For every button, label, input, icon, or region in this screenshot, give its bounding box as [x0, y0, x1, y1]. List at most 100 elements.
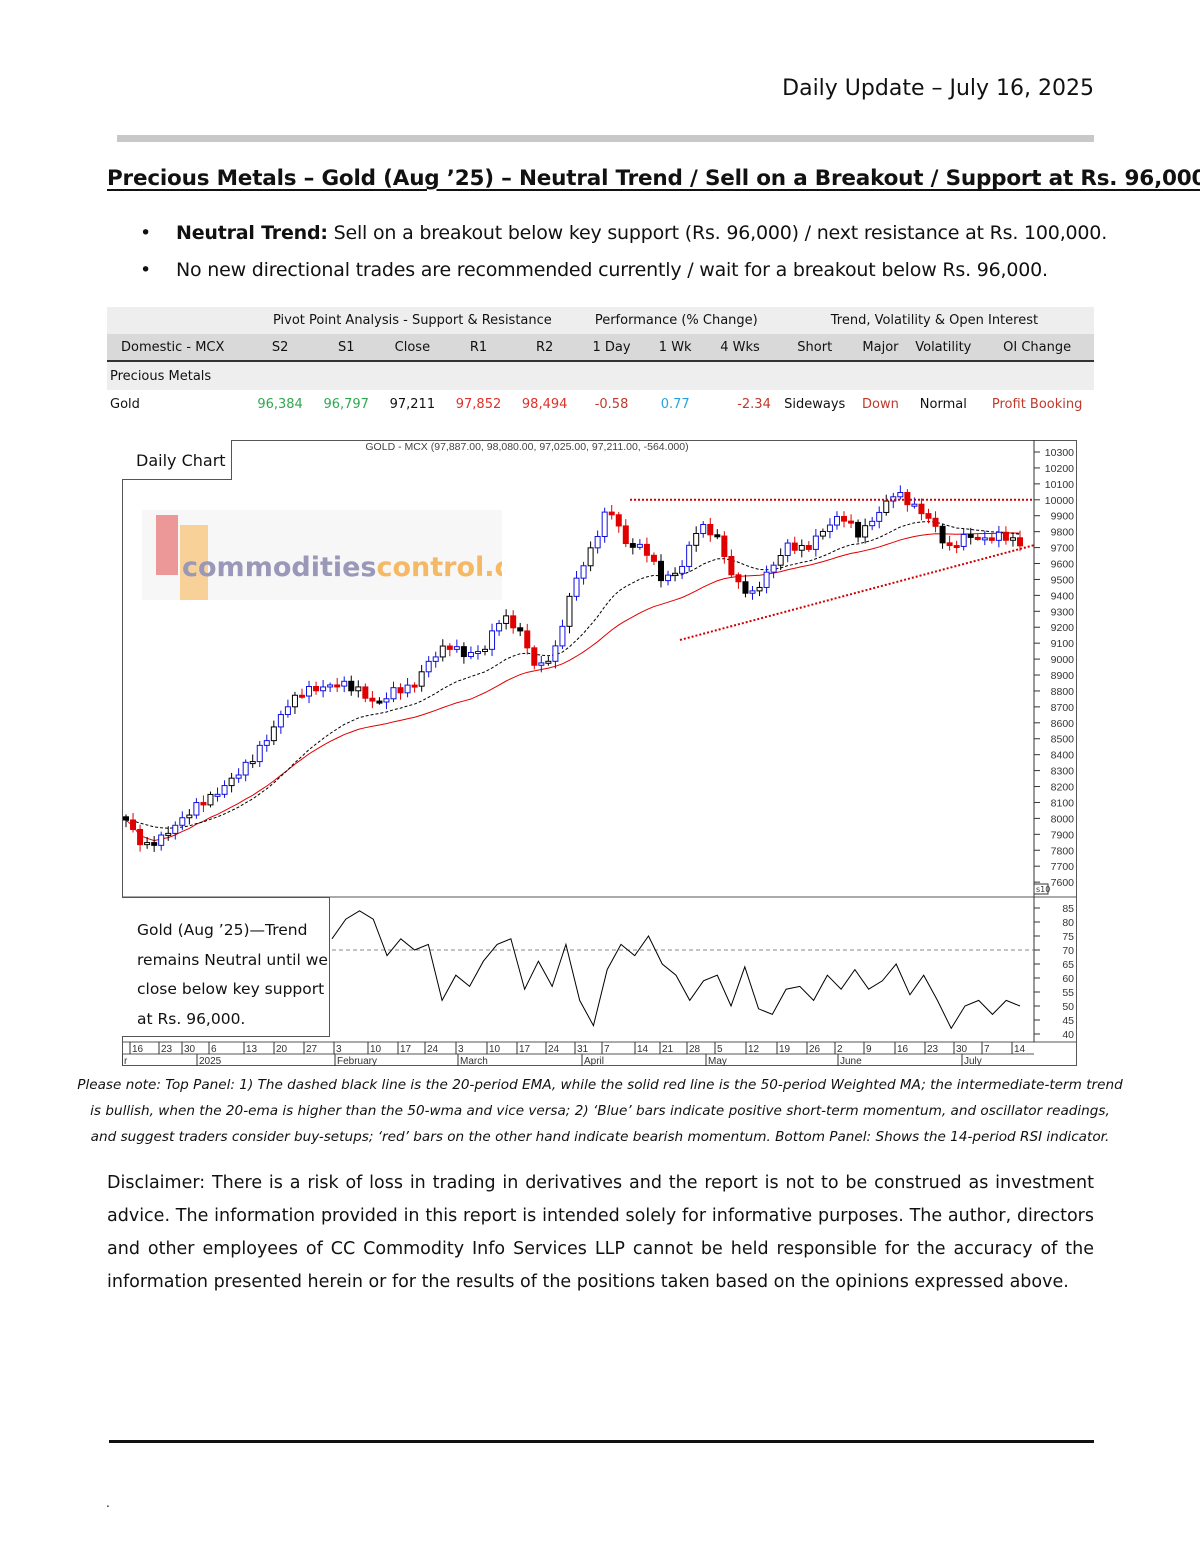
candle: [489, 630, 496, 650]
candle: [390, 687, 397, 700]
candle: [503, 615, 510, 624]
cell-oi: Profit Booking: [980, 390, 1094, 418]
column-header: S2: [247, 334, 314, 362]
candle: [524, 630, 531, 649]
cell-1day: -0.58: [577, 390, 646, 418]
candle: [165, 832, 172, 836]
candle: [531, 647, 538, 666]
price-tick-label: 9600: [1051, 559, 1075, 571]
candle: [158, 834, 165, 846]
price-tick-label: 8300: [1051, 766, 1075, 778]
rsi-badge: [1033, 883, 1049, 895]
rsi-tick-label: 80: [1062, 917, 1074, 929]
price-tick-label: 10300: [1045, 447, 1074, 459]
price-tick-label: 9900: [1051, 511, 1075, 523]
candle: [397, 687, 404, 694]
cell-major: Down: [854, 390, 907, 418]
candle: [953, 545, 960, 549]
price-tick-label: 7900: [1051, 829, 1075, 841]
column-header: 1 Wk: [645, 334, 706, 362]
candle: [876, 511, 883, 522]
date-tick-label: 14: [637, 1044, 649, 1055]
candle: [341, 680, 348, 687]
candle: [848, 520, 855, 524]
date-tick-label: 26: [809, 1044, 821, 1055]
month-tick-label: July: [964, 1056, 982, 1066]
rsi-tick-label: 45: [1062, 1015, 1074, 1027]
candle: [235, 774, 242, 779]
candle: [496, 622, 503, 632]
candle: [256, 744, 263, 763]
candle: [960, 533, 967, 547]
candle: [482, 648, 489, 653]
month-tick-label: March: [460, 1056, 488, 1066]
date-tick-label: 6: [211, 1044, 217, 1055]
month-tick-label: r: [124, 1056, 128, 1066]
candle: [172, 824, 179, 834]
candle: [277, 714, 284, 728]
candle: [439, 645, 446, 658]
date-tick-label: 21: [662, 1044, 674, 1055]
candle: [552, 645, 559, 662]
price-tick-label: 9300: [1051, 606, 1075, 618]
candle: [798, 544, 805, 551]
price-tick-label: 8000: [1051, 813, 1075, 825]
rsi-tick-label: 70: [1062, 945, 1074, 957]
date-tick-label: 16: [132, 1044, 144, 1055]
wma-line: [125, 532, 1021, 842]
date-tick-label: 24: [427, 1044, 439, 1055]
candle: [446, 645, 453, 650]
column-header: OI Change: [980, 334, 1094, 362]
candle: [425, 660, 432, 673]
date-tick-label: 7: [984, 1044, 990, 1055]
price-tick-label: 10100: [1045, 479, 1074, 491]
price-tick-label: 8700: [1051, 702, 1075, 714]
candle: [355, 686, 362, 692]
candle: [179, 817, 186, 826]
price-tick-label: 7700: [1051, 861, 1075, 873]
rsi-tick-label: 75: [1062, 931, 1074, 943]
date-tick-label: 30: [956, 1044, 968, 1055]
candle: [679, 565, 686, 574]
price-tick-label: 8500: [1051, 734, 1075, 746]
price-tick-label: 9800: [1051, 527, 1075, 539]
date-tick-label: 12: [748, 1044, 760, 1055]
date-tick-label: 3: [336, 1044, 342, 1055]
candle: [728, 555, 735, 576]
candle: [862, 525, 869, 538]
candle: [144, 842, 151, 846]
candle: [742, 581, 749, 594]
candle: [404, 684, 411, 694]
month-tick-label: June: [840, 1056, 862, 1066]
group-header-performance: Performance (% Change): [577, 307, 775, 334]
candle: [749, 590, 756, 594]
candle: [453, 646, 460, 650]
date-tick-label: 17: [519, 1044, 531, 1055]
candle: [643, 543, 650, 556]
candle: [939, 525, 946, 544]
daily-chart: GOLD - MCX (97,887.00, 98,080.00, 97,025…: [122, 440, 1077, 1066]
date-tick-label: 10: [489, 1044, 501, 1055]
report-date-header: Daily Update – July 16, 2025: [782, 76, 1094, 101]
rsi-tick-label: 55: [1062, 987, 1074, 999]
candle: [601, 511, 608, 537]
support-trendline: [679, 544, 1035, 641]
date-tick-label: 14: [1014, 1044, 1026, 1055]
candle: [186, 814, 193, 819]
candle: [320, 686, 327, 692]
candle: [672, 572, 679, 576]
candle: [615, 514, 622, 527]
bullet-text: No new directional trades are recommende…: [176, 259, 1048, 281]
candle: [981, 537, 988, 541]
candle: [545, 660, 552, 664]
date-tick-label: 16: [897, 1044, 909, 1055]
candle: [376, 700, 383, 704]
price-tick-label: 8200: [1051, 782, 1075, 794]
candle: [263, 740, 270, 746]
column-header: R2: [511, 334, 578, 362]
candle: [1017, 537, 1023, 547]
candle: [242, 761, 249, 776]
candle: [348, 680, 355, 692]
price-tick-label: 9200: [1051, 622, 1075, 634]
candle: [833, 515, 840, 526]
